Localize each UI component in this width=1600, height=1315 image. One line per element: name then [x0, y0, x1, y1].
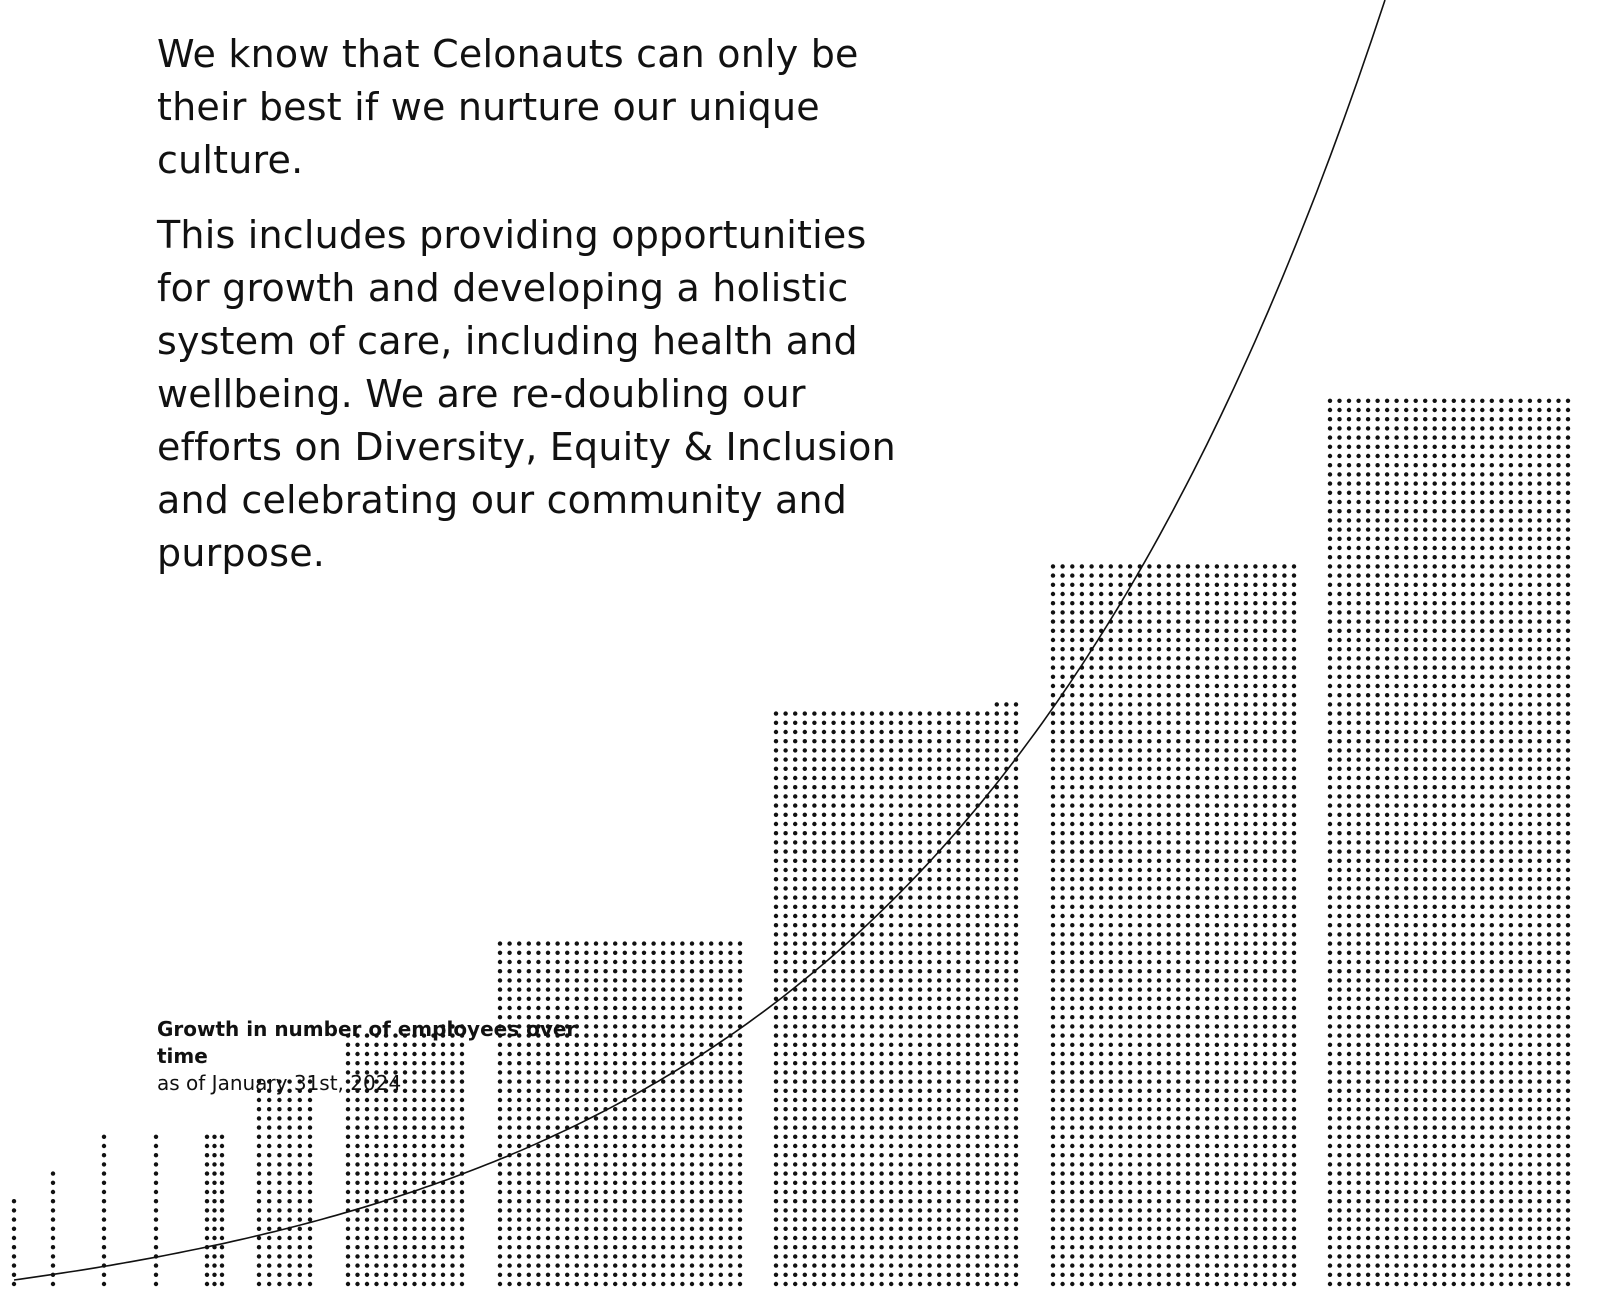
- chart-bar: [204, 1134, 225, 1287]
- chart-bar: [153, 1134, 159, 1287]
- intro-text-block: We know that Celonauts can only be their…: [157, 28, 917, 602]
- chart-bar: [497, 941, 743, 1287]
- trend-curve: [13, 0, 1386, 1281]
- chart-bar: [11, 1199, 17, 1287]
- chart-bar: [773, 702, 1019, 1287]
- chart-bar: [1327, 398, 1571, 1287]
- chart-bar: [345, 1024, 465, 1287]
- chart-bar: [101, 1134, 107, 1287]
- bars-group: [11, 398, 1571, 1287]
- intro-paragraph-2: This includes providing opportunities fo…: [157, 213, 896, 575]
- chart-bar: [1050, 564, 1297, 1287]
- chart-caption-title: Growth in number of employees over time: [157, 1017, 577, 1068]
- chart-bar: [256, 1079, 313, 1287]
- intro-paragraph-1: We know that Celonauts can only be their…: [157, 32, 859, 182]
- chart-bar: [50, 1171, 56, 1287]
